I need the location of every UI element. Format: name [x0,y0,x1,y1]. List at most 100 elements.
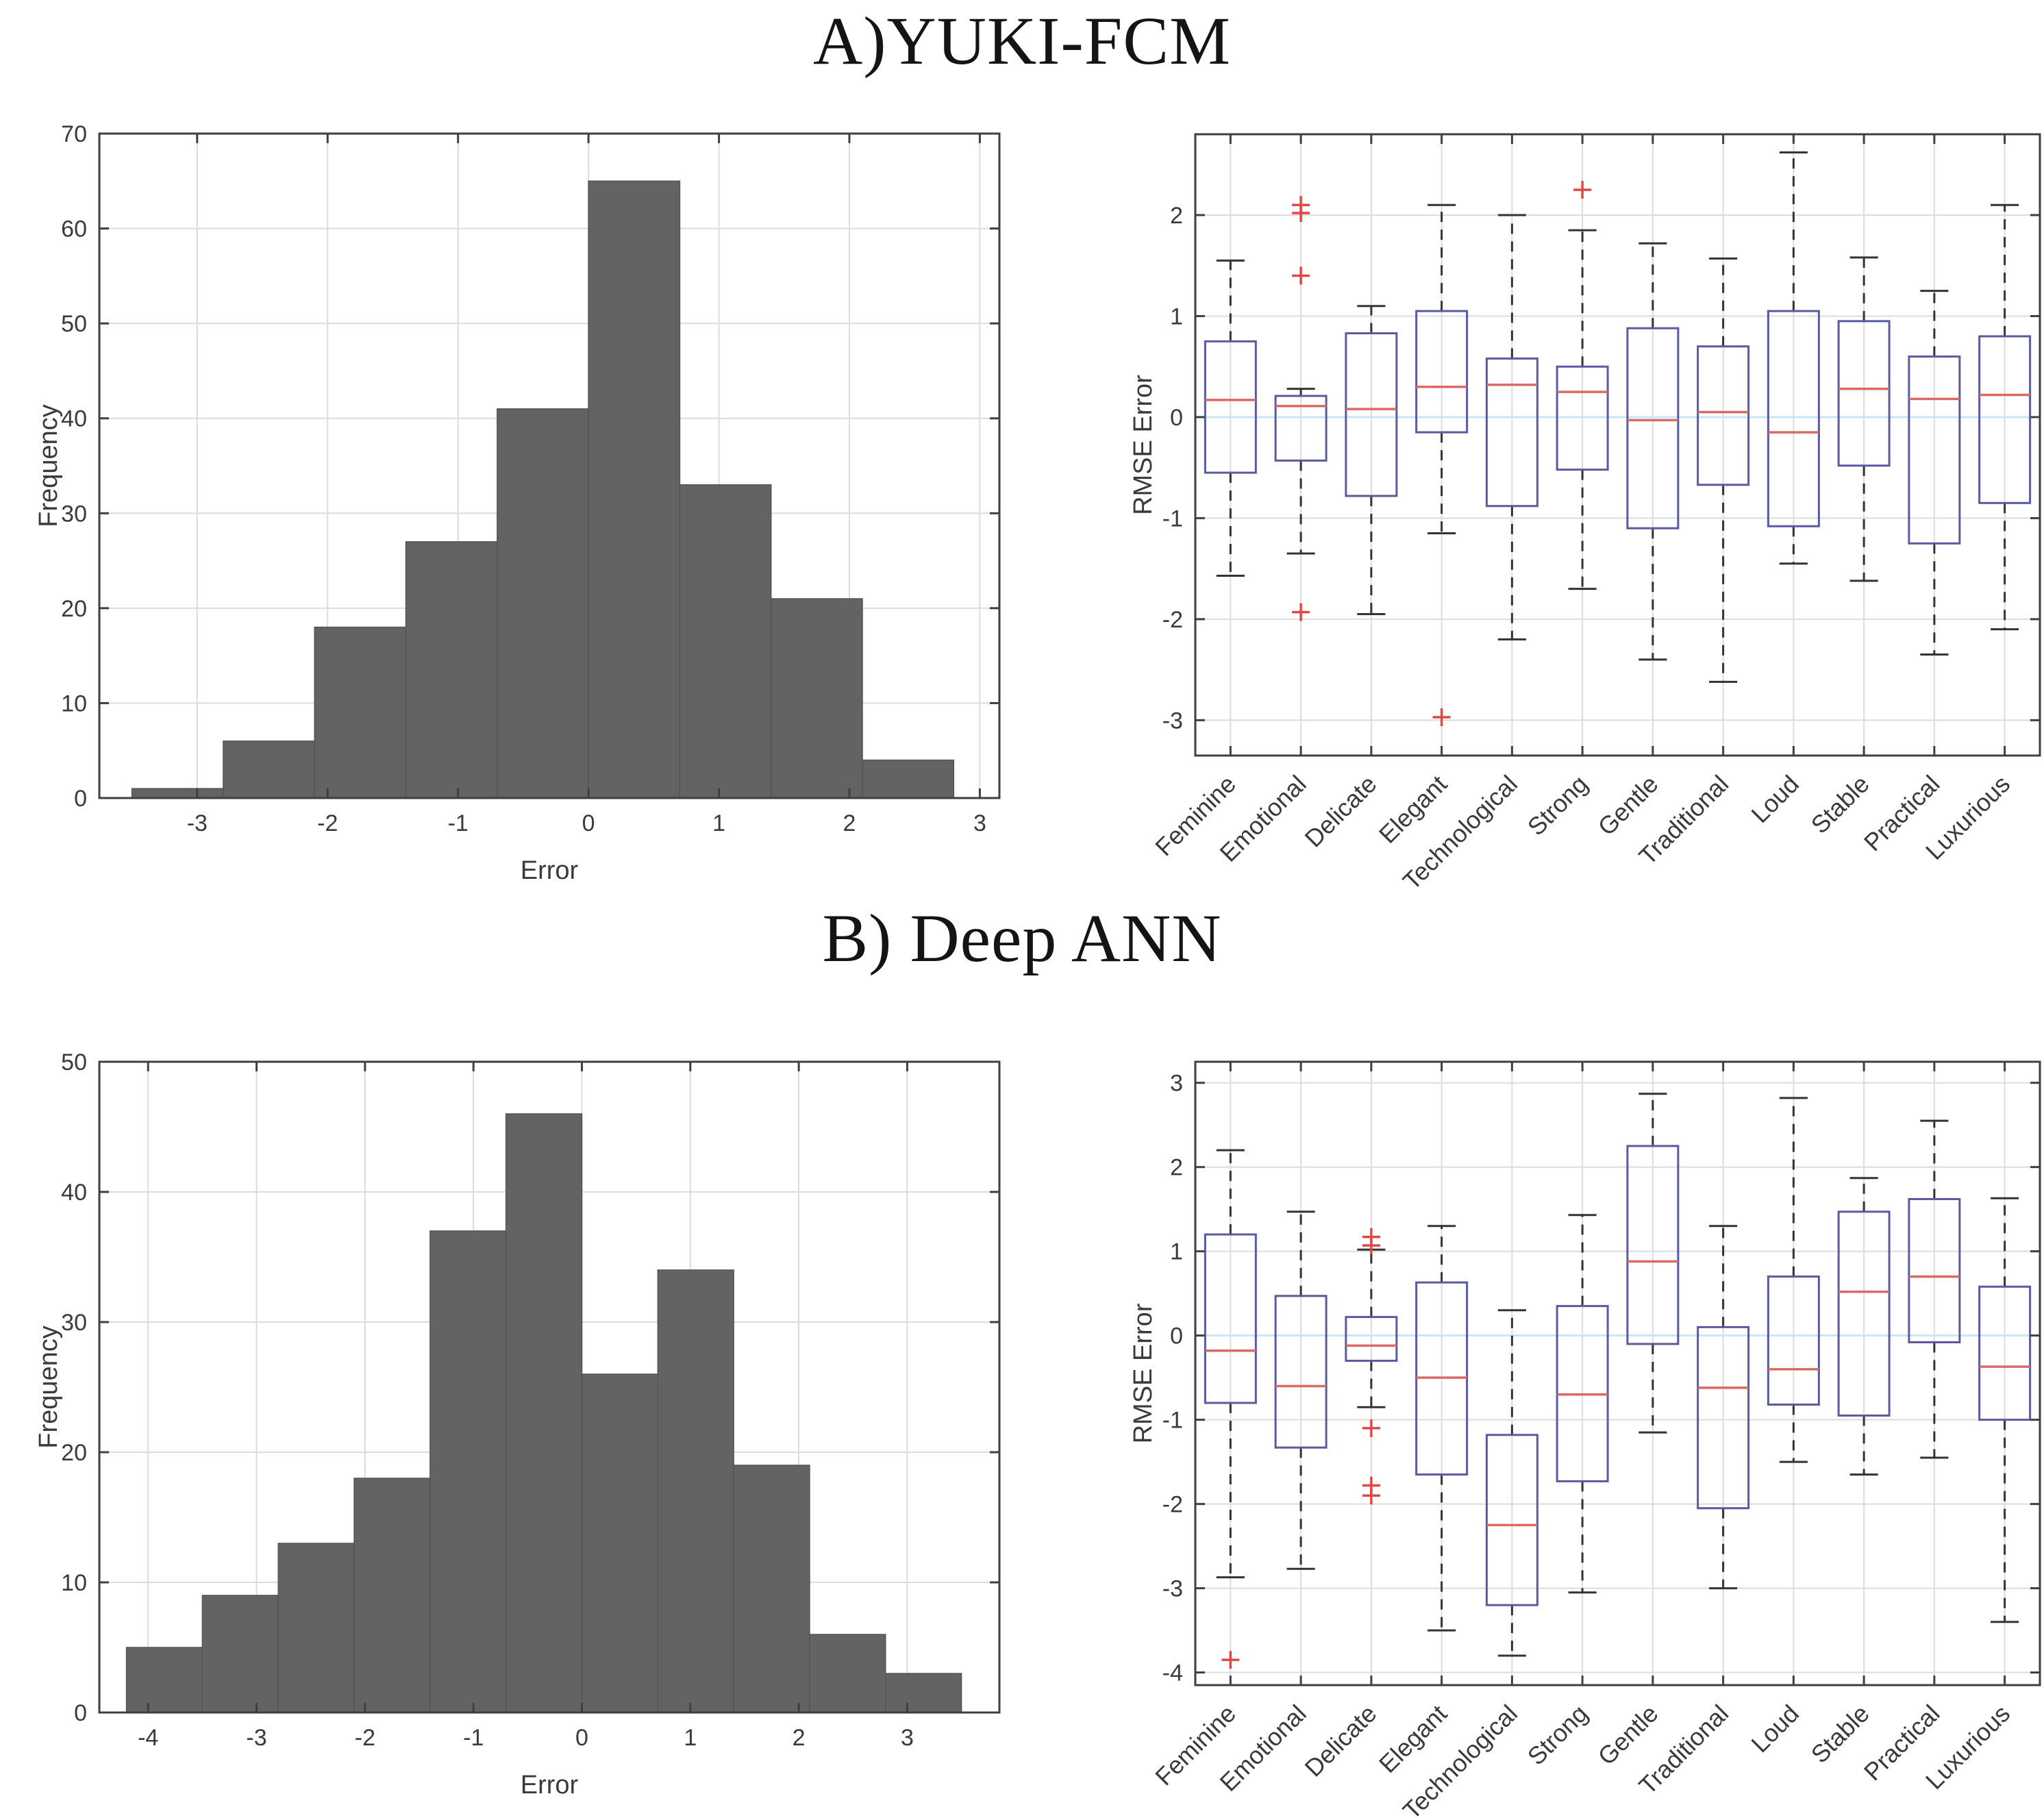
outlier-marker [1362,1419,1380,1437]
y-tick-label: 1 [1170,303,1183,329]
iqr-box [1415,310,1469,434]
iqr-box [1978,335,2032,504]
outlier-marker [1362,1236,1380,1255]
plot-border [98,132,1001,799]
iqr-box [1204,1233,1257,1404]
y-tick-label: -3 [1162,708,1183,734]
category-label: Delicate [1299,1699,1382,1782]
iqr-box [1978,1285,2032,1421]
iqr-box [1274,395,1328,462]
category-label: Loud [1745,1699,1804,1758]
y-tick-label: 40 [61,1180,87,1206]
y-tick-label: 70 [61,121,87,147]
x-axis-label: Error [521,856,579,885]
y-tick-label: 3 [1170,1071,1183,1097]
histogram-bar [125,1647,203,1713]
histogram-bar [131,788,224,799]
category-label: Strong [1522,770,1593,841]
outlier-marker [1292,204,1310,223]
x-tick-label: 3 [973,810,986,836]
category-label: Loud [1745,770,1804,829]
x-tick-label: 2 [793,1725,806,1751]
outlier-marker [1292,266,1310,285]
histogram-bar [429,1230,507,1713]
histogram-bar [770,598,863,799]
x-tick-label: 0 [575,1725,588,1751]
histogram-bar [223,740,315,799]
boxplot-panel-b: -4 -3 -2 -1 0 1 2 3 Feminine Emotional Delicate Ele… [1129,1021,2044,1818]
y-tick-label: 10 [61,1570,87,1596]
outlier-marker [1573,181,1592,199]
y-tick-label: 30 [61,501,87,527]
y-tick-label: 40 [61,406,87,432]
x-axis-label: Error [521,1771,579,1800]
iqr-box [1345,332,1398,497]
y-axis-label: RMSE Error [1129,375,1158,515]
section-title-b: B) Deep ANN [822,900,1222,976]
x-tick-label: -2 [355,1725,375,1751]
y-axis-label: Frequency [34,404,63,527]
plot-border [1194,1060,2041,1686]
grid [1195,134,2040,756]
y-tick-label: -2 [1162,1492,1183,1518]
plot-border [98,1060,1001,1714]
x-tick-label: -3 [246,1725,266,1751]
y-axis-label: Frequency [34,1325,63,1449]
y-tick-label: 2 [1170,1155,1183,1181]
y-tick-label: 30 [61,1310,87,1336]
boxplot-boxes [1204,151,2032,726]
histogram-bar [809,1634,886,1713]
y-tick-label: 0 [1170,405,1183,431]
y-tick-label: 60 [61,216,87,242]
x-tick-label: -2 [317,810,338,836]
x-tick-label: -4 [138,1725,158,1751]
histogram-bars [131,180,955,799]
iqr-box [1697,345,1750,486]
iqr-box [1767,1275,1820,1406]
iqr-box [1556,365,1609,471]
boxplot-a-svg: -3-2-1012FeminineEmotionalDelicateElegan… [1129,133,2041,895]
y-tick-label: 50 [61,1049,87,1075]
histogram-bar [405,541,498,799]
x-tick-label: 1 [712,810,725,836]
outlier-marker [1292,603,1310,621]
histogram-bar [314,626,407,799]
histogram-bar [733,1465,810,1713]
category-label: Strong [1522,1699,1593,1771]
y-tick-label: 0 [1170,1323,1183,1349]
y-axis-label: RMSE Error [1129,1303,1158,1443]
histogram-bar [588,180,681,799]
iqr-box [1767,310,1820,527]
boxplot-boxes [1204,1093,2032,1669]
y-tick-label: -2 [1162,607,1183,633]
boxplot-b-svg: -4-3-2-10123FeminineEmotionalDelicateEle… [1129,1060,2041,1818]
y-tick-label: -1 [1162,506,1183,532]
y-tick-label: 50 [61,311,87,337]
outlier-marker [1221,1651,1240,1669]
y-tick-label: 2 [1170,203,1183,229]
y-tick-label: -1 [1162,1408,1183,1434]
plot-border [1194,133,2041,757]
category-label: Delicate [1299,770,1382,853]
x-tick-label: -3 [187,810,208,836]
y-tick-label: -3 [1162,1576,1183,1602]
histogram-bar [657,1269,734,1713]
iqr-box [1274,1295,1328,1449]
iqr-box [1204,340,1257,474]
iqr-box [1485,357,1538,508]
y-tick-label: 10 [61,690,87,717]
y-tick-label: 20 [61,1440,87,1466]
histogram-bar [497,408,589,799]
grid [1195,1062,2040,1685]
y-tick-label: 0 [74,786,87,812]
iqr-box [1697,1325,1750,1510]
axes: -3-2-1012FeminineEmotionalDelicateElegan… [1129,133,2041,895]
histogram-bar [353,1478,431,1713]
x-tick-label: 0 [582,810,595,836]
iqr-box [1908,355,1961,545]
outlier-marker [1362,1486,1380,1505]
section-title-a: A)YUKI-FCM [813,3,1231,79]
